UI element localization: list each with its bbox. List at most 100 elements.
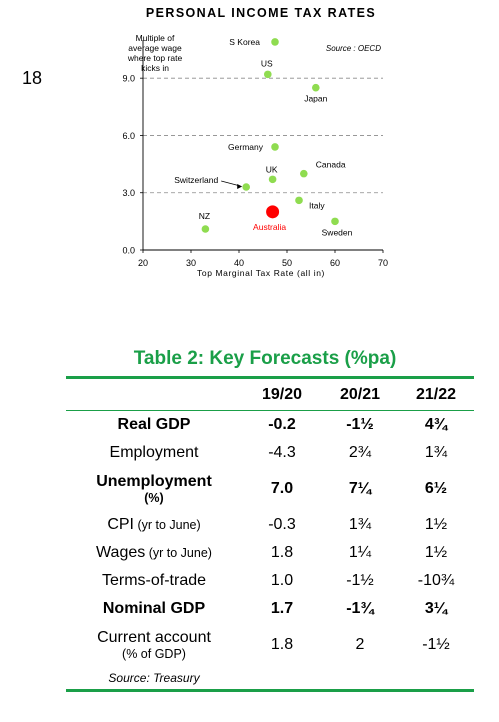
- point-label: Switzerland: [174, 175, 218, 185]
- row-sublabel: (% of GDP): [122, 646, 186, 661]
- row-label: Unemployment (%): [66, 467, 242, 511]
- cell-value: 4¾: [424, 416, 448, 433]
- row-label-text: CPI: [107, 516, 134, 533]
- empty-cell: [398, 667, 474, 689]
- row-label-text: Employment: [109, 444, 199, 461]
- y-axis-label: Multiple of average wage where top rate …: [127, 33, 183, 73]
- cell-value: 1½: [424, 544, 448, 561]
- cell-value: -1¾: [346, 600, 374, 617]
- data-point: [201, 225, 210, 233]
- cell-value: -4.3: [268, 444, 296, 461]
- x-tick-labels: 20 30 40 50 60 70: [138, 258, 388, 268]
- row-label-text: Terms-of-trade: [101, 572, 207, 589]
- axes: [140, 40, 384, 253]
- data-point: [331, 217, 339, 226]
- table-row: Terms-of-trade 1.0 -1½ -10¾: [66, 567, 474, 595]
- cell-value: 1.7: [270, 600, 294, 617]
- y-tick-label: 9.0: [122, 74, 135, 84]
- y-tick-label: 0.0: [122, 246, 135, 256]
- cell-value: 6½: [424, 480, 448, 497]
- row-label: Employment: [66, 439, 242, 467]
- row-label: Terms-of-trade: [66, 567, 242, 595]
- row-label-text: Unemployment: [96, 472, 212, 490]
- point-labels: S Korea US Japan Germany Canada UK Switzerland…: [174, 37, 352, 237]
- header-21-22: 21/22: [415, 385, 457, 403]
- table-title: Table 2: Key Forecasts (%pa): [133, 348, 397, 369]
- cell-value: 1.8: [270, 544, 294, 561]
- table-row: Wages (yr to June) 1.8 1¼ 1½: [66, 539, 474, 567]
- point-label: Sweden: [322, 227, 353, 237]
- data-point: [295, 196, 303, 205]
- cell-value: 1.0: [270, 572, 294, 589]
- cell-value: -0.2: [268, 416, 296, 433]
- chart-title: PERSONAL INCOME TAX RATES: [146, 6, 376, 20]
- point-label: Australia: [253, 222, 286, 232]
- y-axis-label-line: Multiple of: [136, 33, 175, 43]
- table-top-rule: [66, 376, 474, 379]
- cell-value: 7.0: [270, 480, 294, 497]
- cell-value: 1¾: [424, 444, 448, 461]
- empty-cell: [322, 667, 398, 689]
- y-axis-label-line: kicks in: [141, 63, 169, 73]
- key-forecasts-table: Table 2: Key Forecasts (%pa) 19/20 20/21…: [66, 342, 474, 692]
- row-label-text: Nominal GDP: [102, 600, 206, 617]
- point-label: NZ: [199, 211, 210, 221]
- x-tick-label: 70: [378, 258, 388, 268]
- row-label: Real GDP: [66, 411, 242, 439]
- row-label: CPI (yr to June): [66, 511, 242, 539]
- x-tick-label: 50: [282, 258, 292, 268]
- x-tick-label: 20: [138, 258, 148, 268]
- cell-value: 7¼: [348, 480, 372, 497]
- row-sublabel: (%): [144, 490, 164, 505]
- row-label: Current account (% of GDP): [66, 623, 242, 667]
- table-bottom-rule: [66, 689, 474, 692]
- point-label: US: [261, 58, 273, 68]
- header-blank: [66, 379, 242, 410]
- row-label-text: Real GDP: [117, 416, 191, 433]
- data-point: [242, 183, 250, 191]
- x-tick-label: 30: [186, 258, 196, 268]
- data-points: [201, 38, 339, 233]
- table-row: Real GDP -0.2 -1½ 4¾: [66, 411, 474, 439]
- cell-value: 1½: [424, 516, 448, 533]
- cell-value: 2¾: [348, 444, 372, 461]
- arrow-head: [237, 184, 243, 189]
- cell-value: -1½: [346, 572, 374, 589]
- row-label: Wages (yr to June): [66, 539, 242, 567]
- cell-value: 1¼: [348, 544, 372, 561]
- cell-value: 3¼: [424, 600, 448, 617]
- row-label-note: (yr to June): [145, 546, 212, 560]
- point-label: Italy: [309, 200, 325, 210]
- data-point: [264, 70, 272, 79]
- header-20-21: 20/21: [339, 385, 381, 403]
- table-row: Nominal GDP 1.7 -1¾ 3¼: [66, 595, 474, 623]
- y-tick-labels: 0.0 3.0 6.0 9.0: [122, 74, 135, 256]
- point-label: Japan: [304, 94, 327, 104]
- chart-source: Source : OECD: [326, 44, 381, 53]
- row-label-text: Wages: [96, 544, 146, 561]
- header-19-20: 19/20: [261, 385, 303, 403]
- empty-cell: [242, 667, 322, 689]
- x-tick-label: 60: [330, 258, 340, 268]
- cell-value: 2: [355, 636, 365, 653]
- table-header-row: 19/20 20/21 21/22: [66, 379, 474, 410]
- point-label: S Korea: [229, 37, 260, 47]
- data-point: [312, 83, 320, 92]
- y-axis-label-line: average wage: [128, 43, 182, 53]
- table-row: Current account (% of GDP) 1.8 2 -1½: [66, 623, 474, 667]
- x-axis-label: Top Marginal Tax Rate (all in): [197, 268, 325, 278]
- row-label-text: Current account: [97, 628, 211, 646]
- cell-value: 1¾: [348, 516, 372, 533]
- table-source: Source: Treasury: [108, 671, 200, 685]
- data-point-highlight: [266, 205, 280, 219]
- table-row: Employment -4.3 2¾ 1¾: [66, 439, 474, 467]
- table-row: Unemployment (%) 7.0 7¼ 6½: [66, 467, 474, 511]
- data-point: [268, 175, 277, 184]
- data-point: [300, 169, 308, 178]
- forecast-table: 19/20 20/21 21/22 Real GDP -0.2 -1½ 4¾ Emplo…: [66, 379, 474, 689]
- page-number: 18: [22, 68, 43, 88]
- cell-value: -1½: [346, 416, 374, 433]
- y-tick-label: 6.0: [122, 131, 135, 141]
- cell-value: -0.3: [268, 516, 296, 533]
- point-label: UK: [266, 164, 278, 174]
